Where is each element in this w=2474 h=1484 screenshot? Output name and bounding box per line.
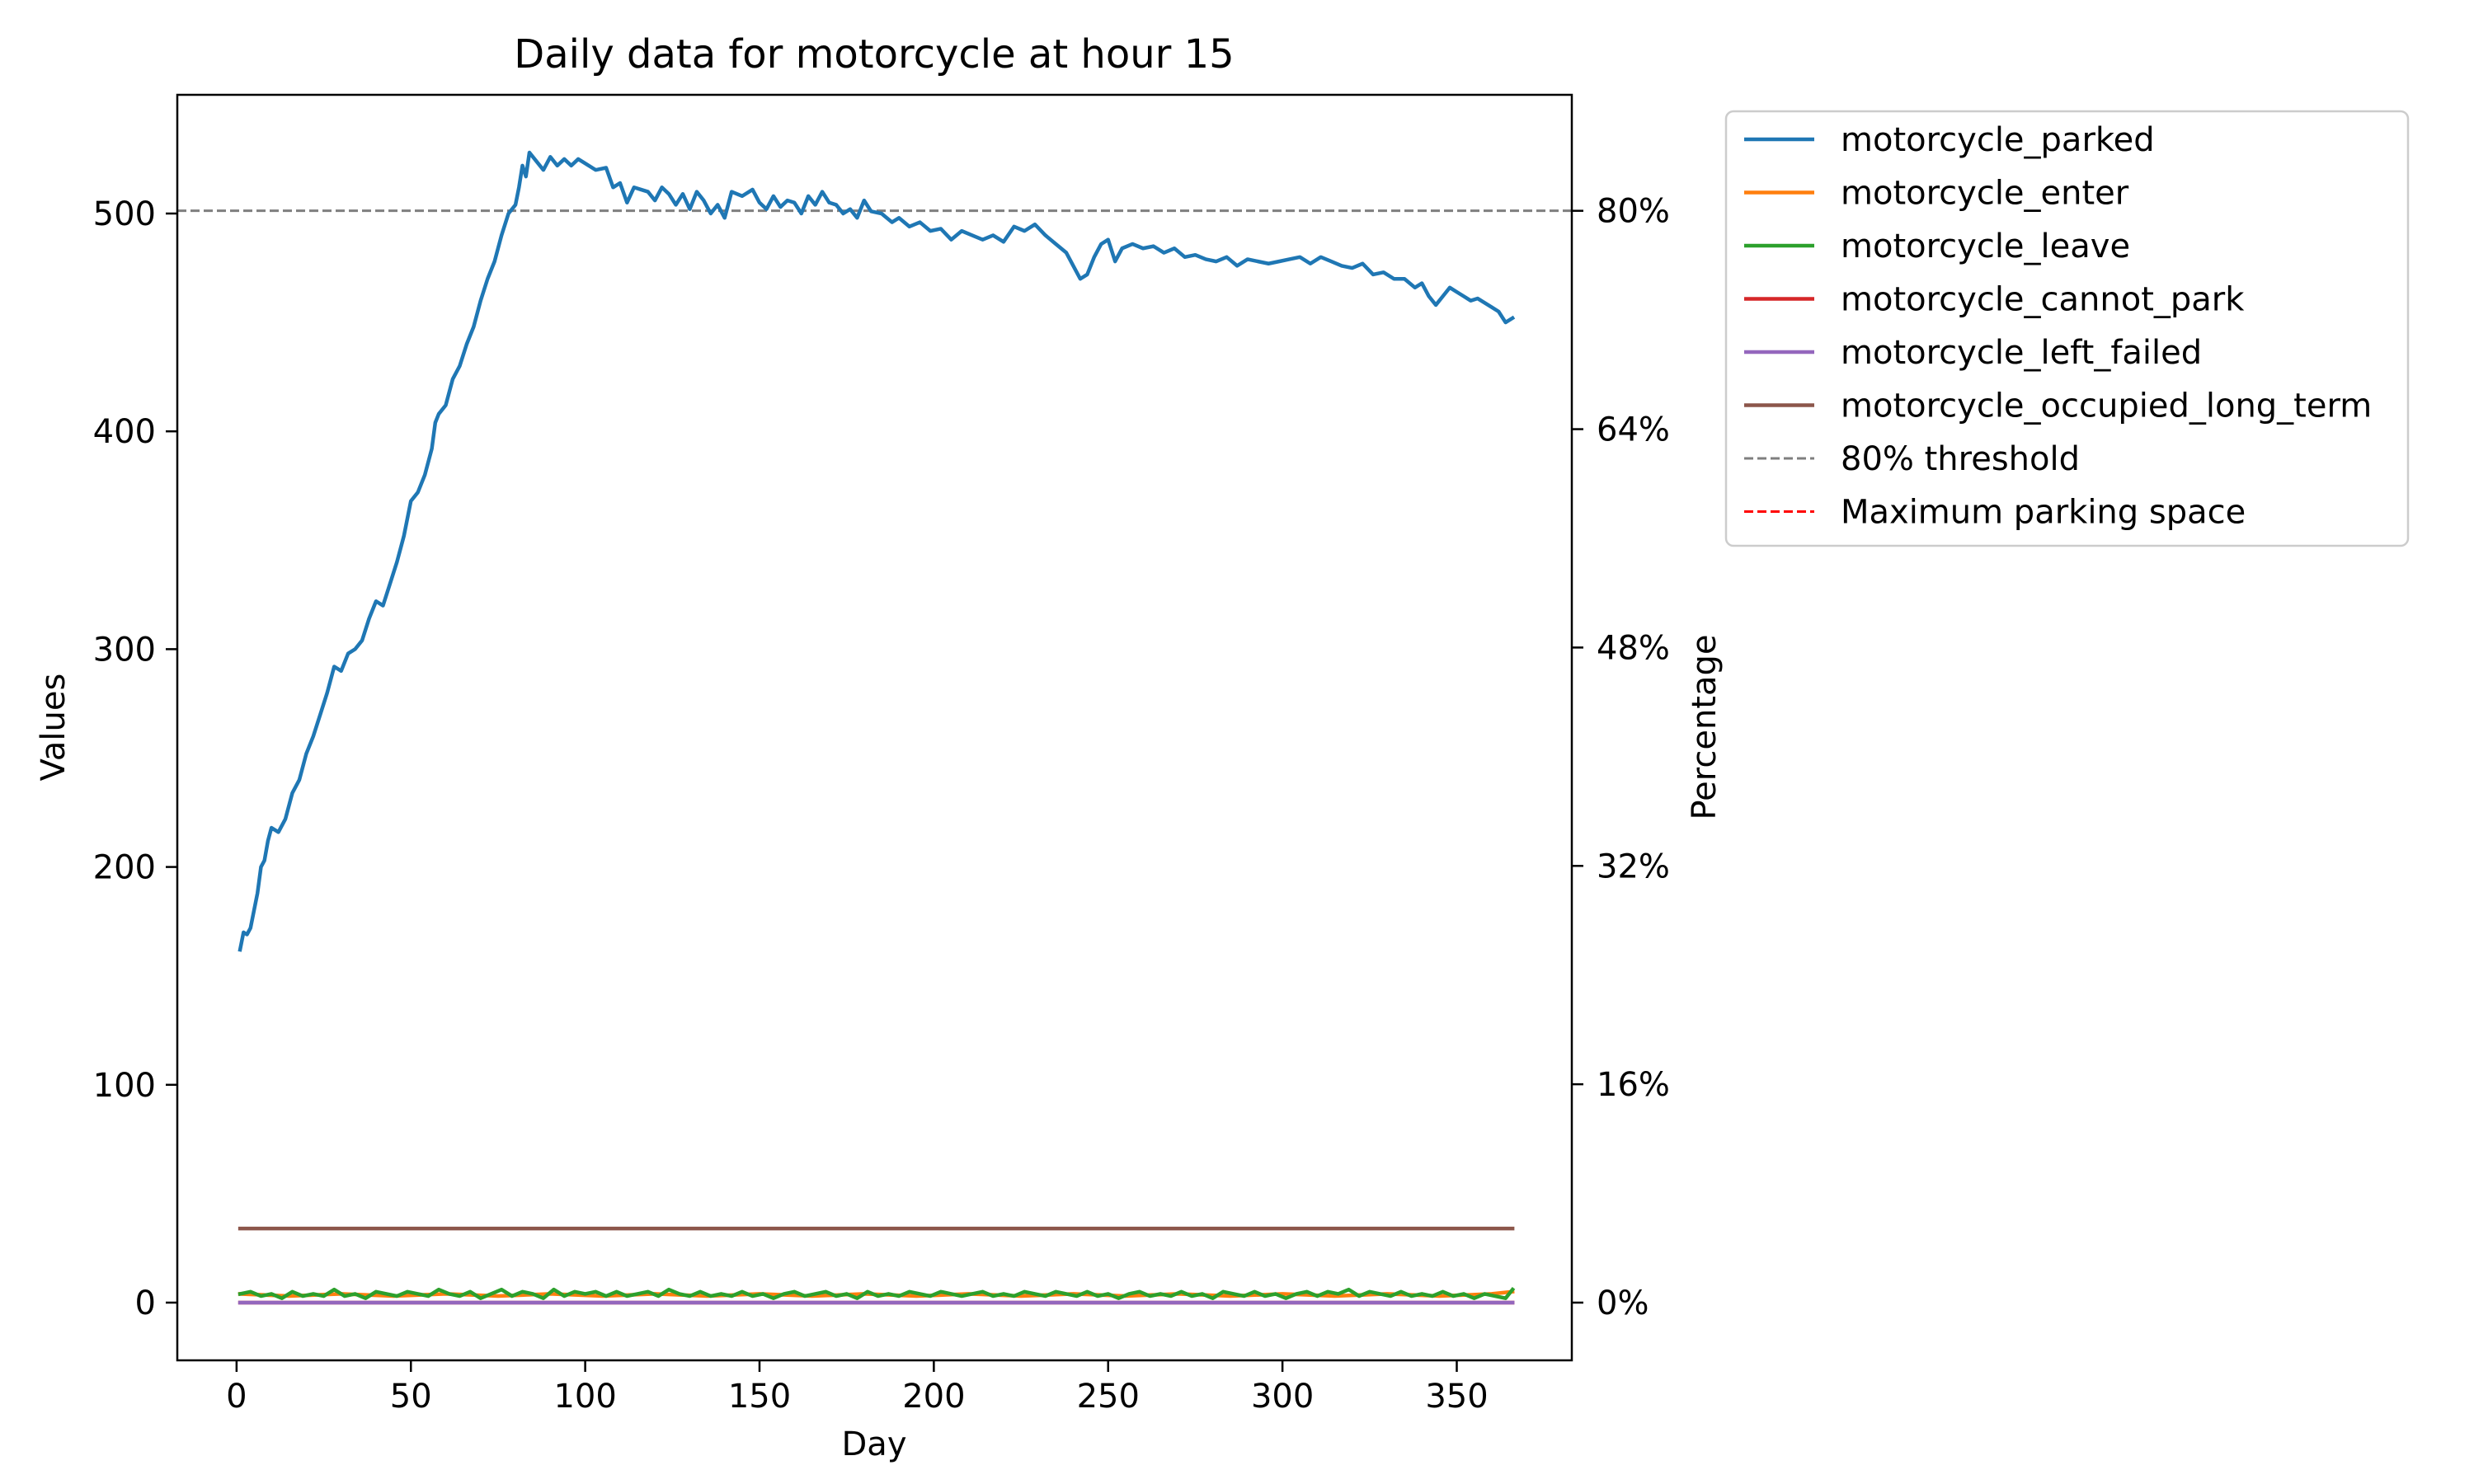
x-tick-label: 100 [553, 1378, 616, 1416]
legend-items: motorcycle_parked motorcycle_entermotorcy… [1744, 121, 2372, 532]
chart-title: Daily data for motorcycle at hour 15 [514, 31, 1234, 77]
x-axis: 0 50 100 150 200 250 300 350 [226, 1360, 1489, 1416]
secondary-y-tick-label: 64% [1597, 411, 1670, 449]
legend-label: motorcycle_leave [1841, 228, 2130, 265]
y-tick-label: 200 [93, 849, 156, 887]
legend-label: Maximum parking space [1841, 494, 2246, 532]
legend-label: motorcycle_parked [1841, 121, 2155, 159]
x-tick-label: 300 [1251, 1378, 1314, 1416]
y-tick-label: 0 [135, 1284, 156, 1322]
secondary-y-axis: 0% 16% 32% 48% 64% 80% [1572, 193, 1670, 1322]
legend-frame [1724, 110, 2410, 547]
legend-label: motorcycle_cannot_park [1841, 281, 2245, 319]
legend-label: 80% threshold [1841, 440, 2080, 478]
secondary-y-tick-label: 48% [1597, 629, 1670, 667]
y-tick-label: 100 [93, 1067, 156, 1105]
x-tick-label: 350 [1425, 1378, 1488, 1416]
series-line-motorcycle-leave [238, 1286, 1516, 1300]
x-tick-label: 150 [728, 1378, 791, 1416]
series-layer [177, 150, 1572, 1305]
legend-label: motorcycle_left_failed [1841, 334, 2202, 372]
x-axis-label: Day [842, 1425, 907, 1463]
y-tick-label: 500 [93, 195, 156, 233]
legend-label: motorcycle_enter [1841, 175, 2129, 213]
x-tick-label: 250 [1077, 1378, 1140, 1416]
x-tick-label: 0 [226, 1378, 247, 1416]
legend: motorcycle_parked motorcycle_entermotorcy… [1724, 110, 2410, 547]
secondary-y-tick-label: 80% [1597, 193, 1670, 231]
secondary-y-tick-label: 0% [1597, 1284, 1649, 1322]
y-axis: 0 100 200 300 400 500 [93, 195, 177, 1322]
x-tick-label: 50 [390, 1378, 432, 1416]
y-tick-label: 400 [93, 413, 156, 451]
secondary-y-axis-label: Percentage [1686, 634, 1724, 819]
plot-frame [176, 93, 1573, 1362]
y-axis-label: Values [35, 674, 73, 782]
legend-label: motorcycle_occupied_long_term [1841, 387, 2372, 425]
series-line-motorcycle-parked [238, 150, 1516, 952]
plot-area [176, 93, 1573, 1362]
secondary-y-tick-label: 16% [1597, 1066, 1670, 1104]
y-tick-label: 300 [93, 631, 156, 669]
secondary-y-tick-label: 32% [1597, 848, 1670, 885]
x-tick-label: 200 [902, 1378, 965, 1416]
